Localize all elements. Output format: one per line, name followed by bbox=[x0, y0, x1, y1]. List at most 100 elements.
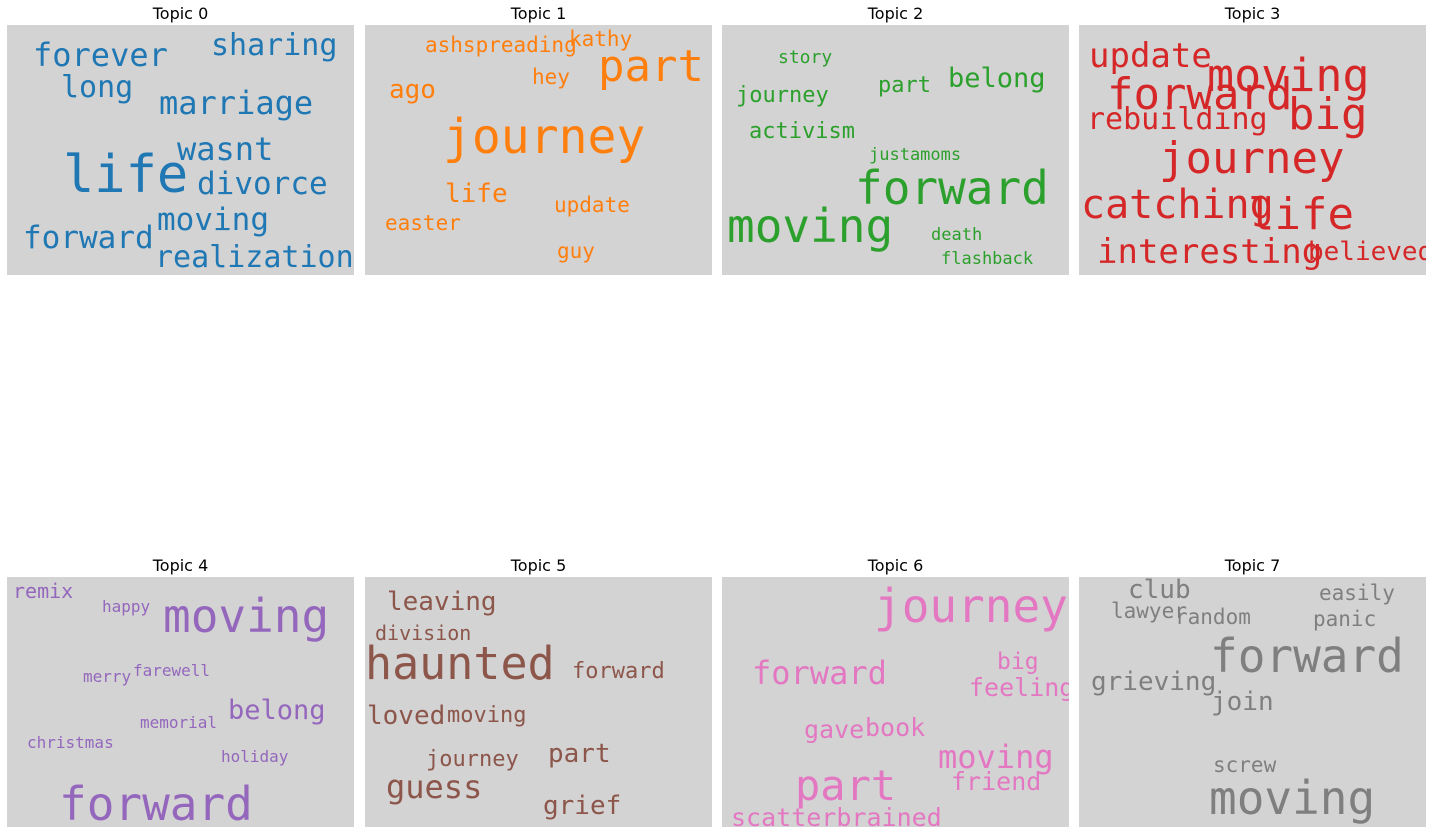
cloud-word: part bbox=[878, 73, 931, 98]
cloud-word: moving bbox=[1209, 771, 1376, 825]
cloud-word: moving bbox=[447, 703, 527, 728]
wordcloud-area: journey part forward moving feeling big book ga… bbox=[722, 577, 1069, 827]
cloud-word: marriage bbox=[159, 84, 314, 122]
topic-title: Topic 2 bbox=[867, 4, 924, 23]
cloud-word: forward bbox=[1107, 69, 1293, 120]
cloud-word: grief bbox=[543, 791, 622, 821]
cloud-word: journey bbox=[874, 579, 1068, 633]
cloud-word: life bbox=[1248, 189, 1354, 240]
cloud-word: journey bbox=[443, 109, 646, 165]
topic-panel: Topic 0 life marriage forever wasnt divorce mo… bbox=[7, 0, 354, 275]
cloud-word: realization bbox=[155, 240, 354, 275]
topic-title: Topic 0 bbox=[152, 4, 209, 23]
cloud-word: update bbox=[1089, 36, 1212, 76]
topic-title: Topic 3 bbox=[1224, 4, 1281, 23]
cloud-word: ashspreading bbox=[425, 33, 577, 57]
cloud-word: forward bbox=[23, 220, 154, 256]
cloud-word: kathy bbox=[569, 27, 633, 51]
cloud-word: moving bbox=[1207, 49, 1370, 102]
cloud-word: holiday bbox=[221, 747, 289, 766]
wordcloud-area: life marriage forever wasnt divorce moving for… bbox=[7, 25, 354, 275]
cloud-word: catching bbox=[1081, 182, 1274, 228]
cloud-word: easter bbox=[385, 211, 461, 235]
cloud-word: long bbox=[61, 70, 134, 105]
cloud-word: memorial bbox=[140, 713, 218, 732]
cloud-word: guess bbox=[386, 768, 483, 806]
cloud-word: random bbox=[1175, 605, 1251, 629]
cloud-word: division bbox=[375, 621, 472, 645]
cloud-word: divorce bbox=[197, 166, 328, 202]
cloud-word: guy bbox=[557, 239, 595, 263]
topic-panel: Topic 7 forward moving grieving club join easi… bbox=[1079, 552, 1426, 827]
topic-panel: Topic 6 journey part forward moving feeling bi… bbox=[722, 552, 1069, 827]
wordcloud-area: forward moving grieving club join easily panic… bbox=[1079, 577, 1426, 827]
cloud-word: death bbox=[931, 225, 983, 245]
cloud-word: justamoms bbox=[869, 145, 962, 165]
cloud-word: sharing bbox=[211, 28, 338, 63]
cloud-word: story bbox=[778, 47, 833, 68]
cloud-word: scatterbrained bbox=[731, 803, 942, 827]
cloud-word: forward bbox=[572, 659, 665, 684]
cloud-word: life bbox=[445, 179, 508, 209]
cloud-word: life bbox=[63, 145, 189, 205]
cloud-word: club bbox=[1128, 577, 1191, 605]
cloud-word: screw bbox=[1213, 753, 1277, 777]
cloud-word: hey bbox=[532, 65, 570, 89]
cloud-word: haunted bbox=[365, 637, 555, 690]
cloud-word: happy bbox=[102, 597, 151, 616]
cloud-word: rebuilding bbox=[1087, 102, 1268, 137]
cloud-word: big bbox=[1288, 89, 1368, 140]
cloud-word: part bbox=[795, 761, 897, 810]
topic-title: Topic 1 bbox=[510, 4, 567, 23]
cloud-word: merry bbox=[83, 667, 132, 686]
cloud-word: lawyer bbox=[1111, 599, 1187, 623]
cloud-word: wasnt bbox=[177, 130, 274, 168]
cloud-word: leaving bbox=[387, 587, 497, 617]
cloud-word: forward bbox=[855, 161, 1049, 215]
cloud-word: join bbox=[1211, 687, 1274, 717]
topic-panel: Topic 5 haunted guess leaving loved part grief… bbox=[365, 552, 712, 827]
cloud-word: ago bbox=[389, 75, 436, 105]
cloud-word: forever bbox=[33, 36, 168, 74]
cloud-word: panic bbox=[1313, 607, 1377, 631]
cloud-word: big bbox=[997, 649, 1039, 675]
topic-panel: Topic 4 forward moving belong remix happy merr… bbox=[7, 552, 354, 827]
topic-panel: Topic 2 moving forward belong journey part act… bbox=[722, 0, 1069, 275]
cloud-word: book bbox=[865, 713, 926, 742]
cloud-word: moving bbox=[163, 589, 330, 643]
cloud-word: belong bbox=[948, 63, 1046, 94]
topic-panel: Topic 3 moving forward journey life big catchi… bbox=[1079, 0, 1426, 275]
wordcloud-area: haunted guess leaving loved part grief forward… bbox=[365, 577, 712, 827]
cloud-word: journey bbox=[426, 747, 519, 772]
cloud-word: flashback bbox=[941, 249, 1034, 269]
cloud-word: journey bbox=[736, 83, 829, 108]
cloud-word: feeling bbox=[969, 673, 1069, 702]
wordcloud-area: moving forward belong journey part activism st… bbox=[722, 25, 1069, 275]
topic-title: Topic 7 bbox=[1224, 556, 1281, 575]
topic-panel: Topic 1 journey part ago life ashspreading kat… bbox=[365, 0, 712, 275]
cloud-word: friend bbox=[951, 767, 1042, 796]
cloud-word: part bbox=[548, 739, 611, 769]
cloud-word: update bbox=[554, 193, 630, 217]
cloud-word: moving bbox=[157, 202, 269, 238]
cloud-word: forward bbox=[59, 777, 253, 827]
cloud-word: loved bbox=[367, 701, 446, 731]
cloud-word: easily bbox=[1319, 581, 1395, 605]
cloud-word: gave bbox=[804, 715, 865, 744]
cloud-word: farewell bbox=[133, 661, 211, 680]
cloud-word: activism bbox=[749, 119, 855, 144]
wordcloud-area: moving forward journey life big catching updat… bbox=[1079, 25, 1426, 275]
cloud-word: christmas bbox=[27, 733, 114, 752]
topic-title: Topic 4 bbox=[152, 556, 209, 575]
cloud-word: journey bbox=[1159, 133, 1345, 184]
cloud-word: forward bbox=[752, 654, 887, 692]
wordcloud-area: journey part ago life ashspreading kathy hey up… bbox=[365, 25, 712, 275]
topic-title: Topic 5 bbox=[510, 556, 567, 575]
cloud-word: grieving bbox=[1091, 667, 1217, 697]
topic-title: Topic 6 bbox=[867, 556, 924, 575]
cloud-word: part bbox=[598, 41, 704, 92]
cloud-word: moving bbox=[938, 738, 1054, 776]
cloud-word: interesting bbox=[1097, 232, 1323, 272]
cloud-word: forward bbox=[1210, 629, 1404, 683]
cloud-word: moving bbox=[727, 199, 894, 253]
